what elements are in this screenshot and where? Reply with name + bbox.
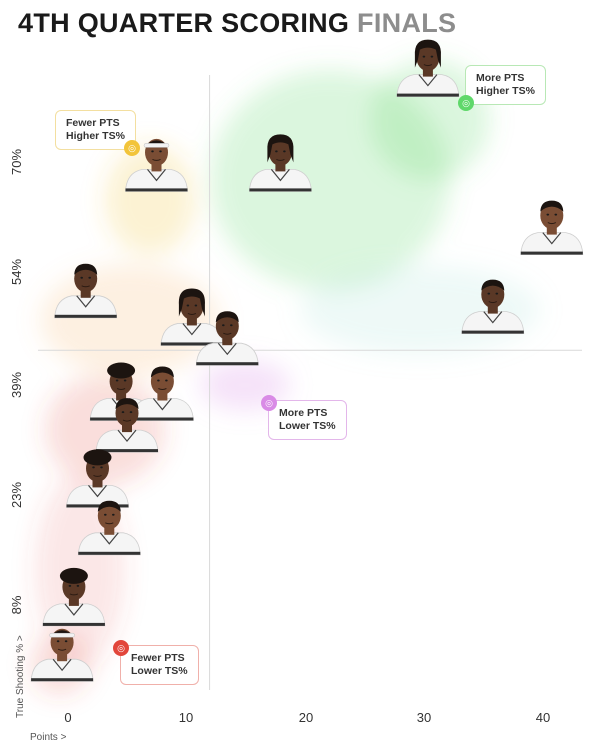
y-tick-label: 8%: [9, 595, 24, 614]
title-accent: FINALS: [357, 8, 457, 38]
page-title: 4TH QUARTER SCORING FINALS: [18, 8, 456, 39]
legend-fewer-lower-line1: Fewer PTS: [131, 652, 185, 664]
data-point: [77, 500, 141, 556]
data-point: [160, 288, 224, 346]
data-point: [42, 567, 106, 627]
y-axis-ticks: 8% 23% 39% 54% 70%: [9, 149, 24, 615]
basketball-icon: ◎: [113, 640, 129, 656]
data-points: [30, 39, 584, 682]
reference-lines: [38, 75, 582, 690]
title-main: 4TH QUARTER SCORING: [18, 8, 350, 38]
legend-fewer-higher-line1: Fewer PTS: [66, 117, 120, 129]
data-point: [95, 398, 159, 453]
y-tick-label: 39%: [9, 372, 24, 398]
glow-background: [30, 60, 540, 695]
legend-more-lower-line1: More PTS: [279, 407, 328, 419]
y-axis-label: True Shooting % >: [15, 635, 26, 718]
data-point: [125, 138, 188, 192]
data-point: [54, 263, 118, 319]
x-tick-label: 10: [179, 710, 193, 725]
data-point: [195, 311, 259, 366]
basketball-icon: ◎: [124, 140, 140, 156]
basketball-icon: ◎: [458, 95, 474, 111]
legend-fewer-higher-line2: Higher TS%: [66, 130, 125, 142]
legend-fewer-lower: Fewer PTS Lower TS%: [120, 645, 199, 685]
x-tick-label: 40: [536, 710, 550, 725]
data-point: [520, 200, 584, 256]
y-tick-label: 70%: [9, 149, 24, 175]
legend-fewer-lower-line2: Lower TS%: [131, 665, 188, 677]
basketball-icon: ◎: [261, 395, 277, 411]
legend-fewer-higher: Fewer PTS Higher TS%: [55, 110, 136, 150]
legend-more-higher-line2: Higher TS%: [476, 85, 535, 97]
legend-more-higher: More PTS Higher TS%: [465, 65, 546, 105]
legend-more-higher-line1: More PTS: [476, 72, 525, 84]
legend-more-lower: More PTS Lower TS%: [268, 400, 347, 440]
y-tick-label: 23%: [9, 482, 24, 508]
data-point: [130, 366, 194, 421]
data-point: [396, 39, 460, 97]
x-tick-label: 20: [299, 710, 313, 725]
data-point: [30, 628, 94, 682]
x-tick-label: 30: [417, 710, 431, 725]
data-point: [248, 134, 312, 192]
y-tick-label: 54%: [9, 259, 24, 285]
legend-more-lower-line2: Lower TS%: [279, 420, 336, 432]
x-tick-label: 0: [64, 710, 71, 725]
x-axis-label: Points >: [30, 732, 67, 743]
x-axis-ticks: 0 10 20 30 40: [64, 710, 550, 725]
data-point: [461, 279, 525, 335]
